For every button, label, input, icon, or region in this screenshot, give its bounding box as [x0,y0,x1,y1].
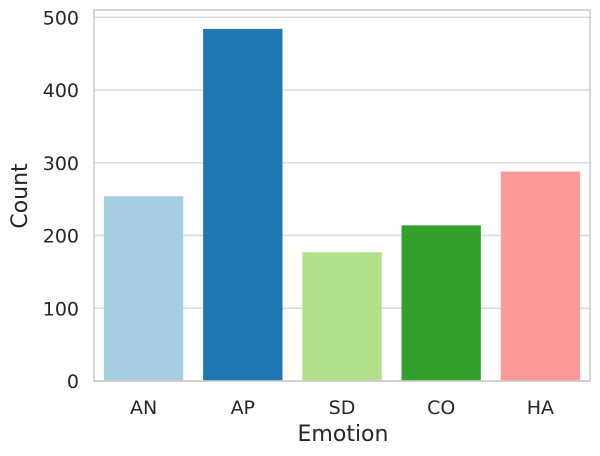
y-axis-label: Count [8,163,33,229]
bar-ha [500,171,581,381]
x-tick-labels: AN AP SD CO HA [130,397,554,419]
y-tick-label: 500 [43,7,79,29]
x-tick-label: SD [329,397,356,419]
x-tick-label: AP [231,397,255,419]
plot-frame [93,9,591,382]
x-axis-label: Emotion [298,422,389,447]
bar-an [103,196,184,381]
y-tick-label: 200 [43,226,79,248]
bar-co [401,225,481,381]
y-tick-label: 0 [67,371,79,393]
bar-sd [302,252,382,381]
x-tick-label: HA [527,397,554,419]
y-tick-label: 300 [43,153,79,175]
y-tick-labels: 0 100 200 300 400 500 [43,7,79,393]
x-tick-label: CO [427,397,455,419]
x-tick-label: AN [130,397,157,419]
y-tick-label: 400 [43,80,79,102]
y-tick-label: 100 [43,298,79,320]
bar-ap [203,28,283,381]
bars [103,28,581,381]
